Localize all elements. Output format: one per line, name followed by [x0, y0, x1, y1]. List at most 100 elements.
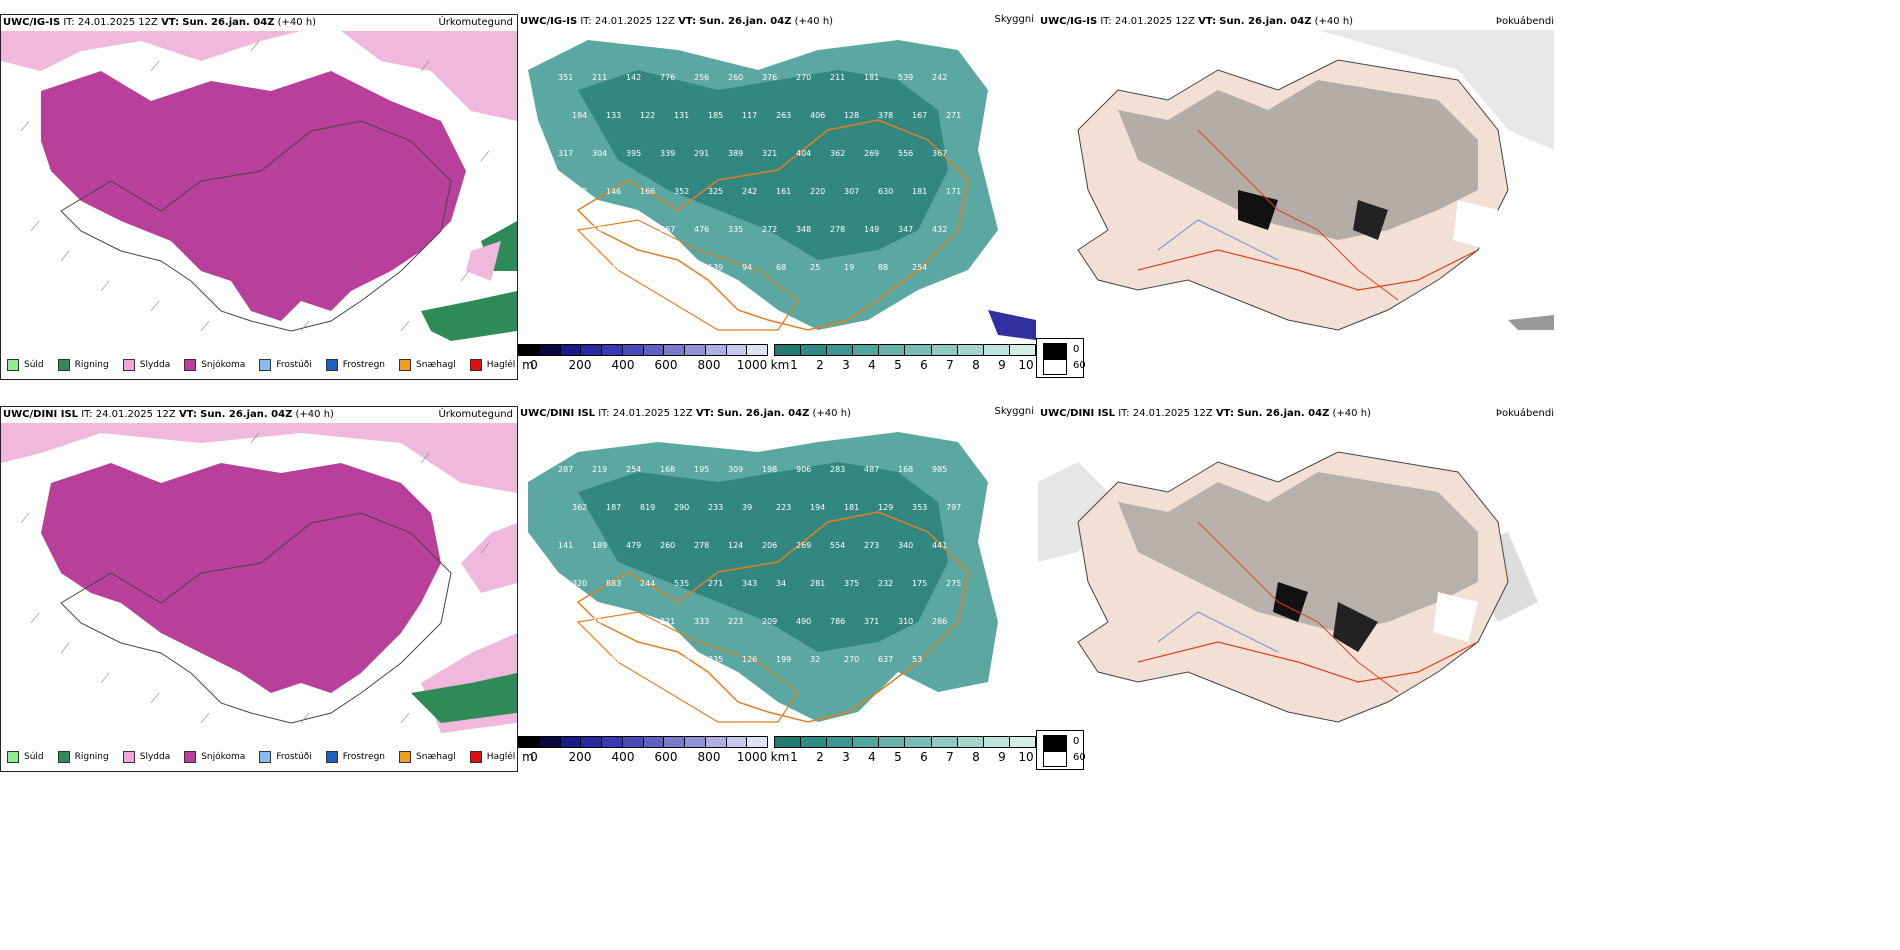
model-name: UWC/IG-IS [3, 17, 61, 28]
panel-header: UWC/DINI ISL IT: 24.01.2025 12Z VT: Sun.… [520, 408, 851, 419]
visibility-value-label: 479 [626, 541, 641, 550]
legend-swatch [7, 751, 19, 763]
legend-swatch [259, 359, 272, 371]
fog-key-white-label: 60 [1073, 752, 1086, 763]
visibility-value-label: 141 [558, 541, 573, 550]
visibility-value-label: 432 [932, 225, 947, 234]
fog-key-black-swatch [1043, 735, 1067, 751]
visibility-map: 287 219 254 168 195 309 198 906 283 487 168 985 362 1… [518, 422, 1036, 732]
fog-panel-top: UWC/IG-IS IT: 24.01.2025 12Z VT: Sun. 26… [1038, 14, 1554, 380]
tick-label: 800 [697, 358, 721, 372]
panel-header: UWC/DINI ISL IT: 24.01.2025 12Z VT: Sun.… [3, 409, 334, 420]
fog-key-top: 0 60 [1036, 338, 1086, 378]
visibility-value-label: 260 [728, 73, 743, 82]
model-name: UWC/DINI ISL [520, 408, 596, 419]
visibility-value-label: 278 [694, 541, 709, 550]
visibility-value-label: 198 [762, 465, 777, 474]
legend-swatch [399, 751, 412, 763]
tick-label: 3 [842, 358, 850, 372]
init-time: IT: 24.01.2025 12Z [1100, 16, 1195, 27]
visibility-value-label: 242 [742, 187, 757, 196]
visibility-value-label: 211 [592, 73, 607, 82]
visibility-value-label: 441 [932, 541, 947, 550]
legend-item: Frostúði [259, 751, 312, 763]
visibility-value-label: 286 [932, 617, 947, 626]
panel-header: UWC/IG-IS IT: 24.01.2025 12Z VT: Sun. 26… [3, 17, 316, 28]
visibility-value-label: 19 [844, 263, 854, 272]
unit-label: km [770, 750, 790, 764]
visibility-value-label: 53 [912, 655, 922, 664]
visibility-value-label: 206 [762, 541, 777, 550]
visibility-value-label: 776 [660, 73, 675, 82]
visibility-value-label: 275 [946, 579, 961, 588]
tick-label: 5 [894, 750, 902, 764]
fog-map [1038, 422, 1554, 732]
visibility-colorbar: km 1 2 3 4 5 6 7 8 9 10 [770, 736, 1036, 764]
legend-swatch [325, 751, 338, 763]
unit-label: m [522, 750, 534, 764]
height-colorbar-bar [518, 736, 768, 748]
visibility-value-label: 34 [776, 579, 786, 588]
visibility-value-label: 304 [592, 149, 607, 158]
visibility-value-label: 211 [830, 73, 845, 82]
visibility-value-label: 335 [708, 655, 723, 664]
visibility-value-label: 339 [660, 149, 675, 158]
valid-time: Sun. 26.jan. 04Z [1219, 16, 1312, 27]
visibility-value-label: 254 [912, 263, 927, 272]
visibility-value-label: 244 [640, 579, 655, 588]
visibility-panel-top: UWC/IG-IS IT: 24.01.2025 12Z VT: Sun. 26… [518, 14, 1038, 380]
tick-label: 0 [530, 750, 538, 764]
tick-label: 5 [894, 358, 902, 372]
legend-label: Haglél [486, 752, 516, 762]
visibility-value-label: 378 [878, 111, 893, 120]
visibility-value-label: 95 [674, 263, 684, 272]
tick-label: 4 [868, 750, 876, 764]
visibility-value-label: 254 [626, 465, 641, 474]
legend-item: Frostregn [325, 359, 385, 371]
visibility-value-label: 195 [694, 465, 709, 474]
valid-time: Sun. 26.jan. 04Z [717, 408, 810, 419]
tick-label: 10 [1018, 750, 1034, 764]
visibility-value-label: 91 [640, 655, 650, 664]
visibility-value-label: 269 [796, 541, 811, 550]
init-time: IT: 24.01.2025 12Z [63, 17, 158, 28]
lead-time: (+40 h) [812, 408, 851, 419]
visibility-value-label: 146 [606, 187, 621, 196]
panel-title: Úrkomutegund [438, 17, 513, 28]
panel-title: Skyggni [994, 14, 1034, 25]
fog-key-white-label: 60 [1073, 360, 1086, 371]
visibility-value-label: 630 [878, 187, 893, 196]
tick-label: 1000 [736, 750, 768, 764]
legend-label: Rigning [74, 752, 109, 762]
tick-label: 4 [868, 358, 876, 372]
legend-item: Frostúði [259, 359, 312, 371]
valid-label: VT: [1198, 16, 1217, 27]
legend-swatch [184, 751, 197, 763]
legend-item: Slydda [122, 359, 170, 371]
visibility-value-label: 637 [878, 655, 893, 664]
precip-legend: Súld Rigning Slydda Snjókoma Frostúði Fr… [7, 751, 515, 763]
visibility-value-label: 219 [592, 465, 607, 474]
panel-title: Þokuábendi [1495, 16, 1554, 27]
visibility-value-label: 167 [912, 111, 927, 120]
legend-swatch [57, 359, 70, 371]
legend-item: Rigning [57, 359, 109, 371]
visibility-value-label: 490 [796, 617, 811, 626]
valid-time: Sun. 26.jan. 04Z [182, 17, 275, 28]
visibility-value-label: 273 [864, 541, 879, 550]
visibility-value-label: 338 [572, 263, 587, 272]
height-colorbar-ticks: m 0 200 400 600 800 1000 [518, 356, 768, 372]
tick-label: 2 [816, 750, 824, 764]
visibility-value-label: 287 [558, 465, 573, 474]
legend-item: Snæhagl [399, 359, 456, 371]
visibility-value-label: 198 [640, 263, 655, 272]
visibility-value-label: 124 [728, 541, 743, 550]
tick-label: 10 [1018, 358, 1034, 372]
fog-key-black-label: 0 [1073, 736, 1080, 747]
legend-item: Haglél [469, 751, 516, 763]
visibility-value-label: 139 [708, 263, 723, 272]
legend-label: Frostúði [276, 752, 312, 762]
legend-label: Snæhagl [416, 360, 456, 370]
legend-item: Slydda [122, 751, 170, 763]
tick-label: 200 [568, 750, 592, 764]
